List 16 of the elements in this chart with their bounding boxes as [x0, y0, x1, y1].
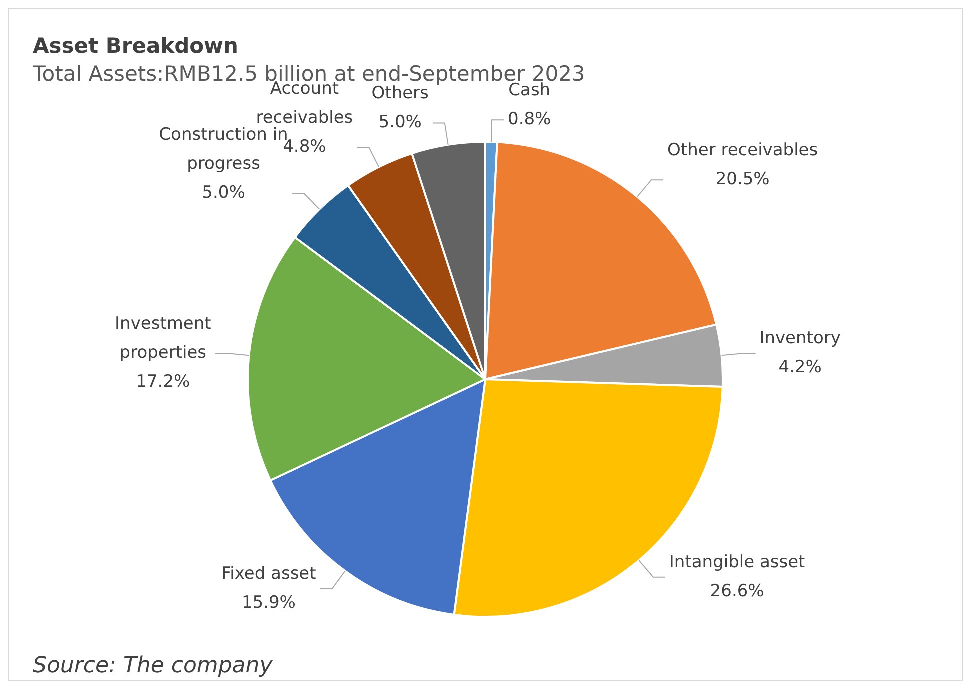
slice-label: Fixed asset	[222, 564, 317, 584]
data-label: 20.5%	[716, 169, 770, 190]
chart-title: Asset Breakdown	[33, 33, 240, 59]
data-label: 0.8%	[508, 110, 552, 130]
source-note: Source: The company	[33, 654, 274, 679]
slice-label: Intangible asset	[669, 552, 806, 572]
data-label: 15.9%	[242, 592, 296, 613]
data-label: 4.2%	[778, 357, 822, 378]
data-label: 5.0%	[202, 183, 246, 204]
data-label: 5.0%	[378, 112, 422, 133]
slice-label: Other receivables	[668, 140, 818, 160]
data-label: 17.2%	[136, 372, 190, 392]
data-label: 26.6%	[710, 581, 764, 602]
slice-label: Others	[372, 84, 430, 104]
slice-label: Inventory	[760, 328, 841, 348]
slice-label: Investment properties	[115, 314, 212, 363]
